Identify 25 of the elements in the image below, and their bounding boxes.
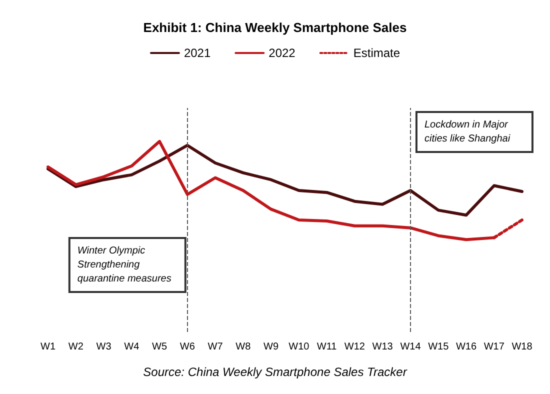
x-tick-label: W9 [264,342,279,352]
ref-line-label: Lockdown in Major cities like Shanghai [424,120,511,144]
legend-label: 2022 [268,46,296,60]
x-tick-label: W12 [344,342,366,352]
legend-label: 2021 [184,46,211,60]
x-tick-label: W6 [180,342,196,352]
x-tick-label: W3 [96,342,112,352]
x-tick-label: W17 [484,342,505,352]
x-tick-label: W2 [68,342,84,352]
x-tick-label: W11 [316,342,338,352]
x-tick-label: W5 [152,342,168,352]
legend-label: Estimate [353,46,400,60]
x-tick-label: W18 [512,342,533,352]
ref-line-label: Winter Olympic Strengthening quarantine measures [77,246,172,284]
x-tick-label: W1 [40,342,56,352]
x-tick-label: W4 [124,342,140,352]
x-tick-label: W16 [456,342,477,352]
source-note: Source: China Weekly Smartphone Sales Tracker [143,365,408,379]
x-tick-label: W15 [428,342,450,352]
chart-title: Exhibit 1: China Weekly Smartphone Sales [143,20,407,35]
x-tick-label: W8 [236,342,252,352]
x-tick-label: W14 [400,342,422,352]
x-tick-label: W13 [372,342,394,352]
x-tick-label: W7 [208,342,224,352]
x-tick-label: W10 [288,342,310,352]
